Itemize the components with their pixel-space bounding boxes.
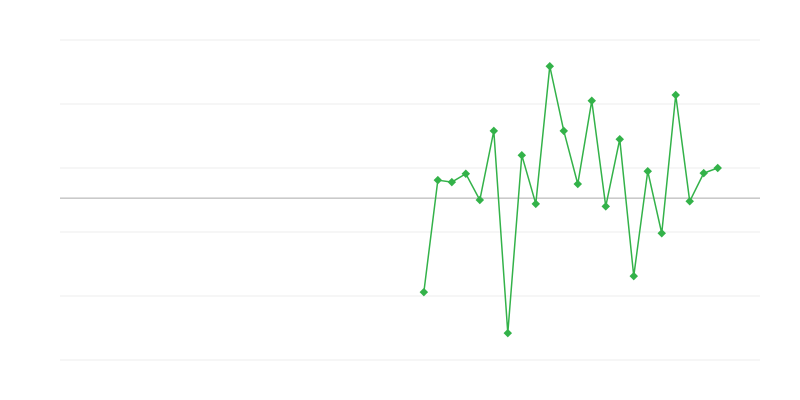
data-point[interactable] — [699, 168, 708, 178]
data-point[interactable] — [545, 61, 555, 71]
data-point[interactable] — [559, 126, 569, 136]
data-point[interactable] — [489, 126, 499, 136]
data-point[interactable] — [615, 134, 624, 144]
data-point[interactable] — [461, 169, 471, 179]
data-point[interactable] — [601, 202, 611, 211]
data-point[interactable] — [573, 179, 583, 189]
gridlines — [60, 39, 760, 361]
data-point[interactable] — [713, 163, 722, 173]
data-point[interactable] — [419, 287, 429, 297]
data-point[interactable] — [517, 150, 527, 160]
data-point[interactable] — [629, 271, 638, 281]
series-line — [423, 66, 718, 334]
data-point[interactable] — [475, 195, 485, 205]
data-point[interactable] — [531, 199, 541, 209]
data-point[interactable] — [671, 90, 680, 100]
data-point[interactable] — [447, 177, 457, 187]
data-point[interactable] — [657, 229, 666, 238]
data-point[interactable] — [503, 328, 513, 338]
data-point[interactable] — [433, 175, 443, 185]
